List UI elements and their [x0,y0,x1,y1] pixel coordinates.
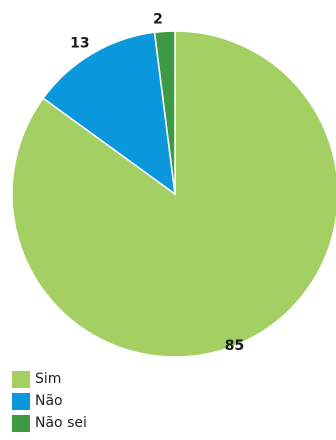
pie-chart: 85 13 2 [11,11,336,358]
legend-swatch-nao-sei [12,414,30,432]
legend: Sim Não Não sei [12,369,87,435]
legend-label-nao-sei: Não sei [35,415,87,431]
legend-item-nao: Não [12,391,87,411]
data-label-nao: 13 [70,35,89,51]
pie-slice-nao-sei [153,30,176,195]
legend-swatch-sim [12,370,30,388]
legend-label-nao: Não [35,393,63,409]
pie-slice-nao [42,31,176,196]
legend-item-sim: Sim [12,369,87,389]
pie-data-labels: 85 13 2 [70,11,244,354]
legend-item-nao-sei: Não sei [12,413,87,433]
legend-label-sim: Sim [35,371,62,387]
data-label-sim: 85 [225,338,244,354]
data-label-nao-sei: 2 [153,11,163,27]
legend-swatch-nao [12,392,30,410]
pie-slices [11,30,336,358]
